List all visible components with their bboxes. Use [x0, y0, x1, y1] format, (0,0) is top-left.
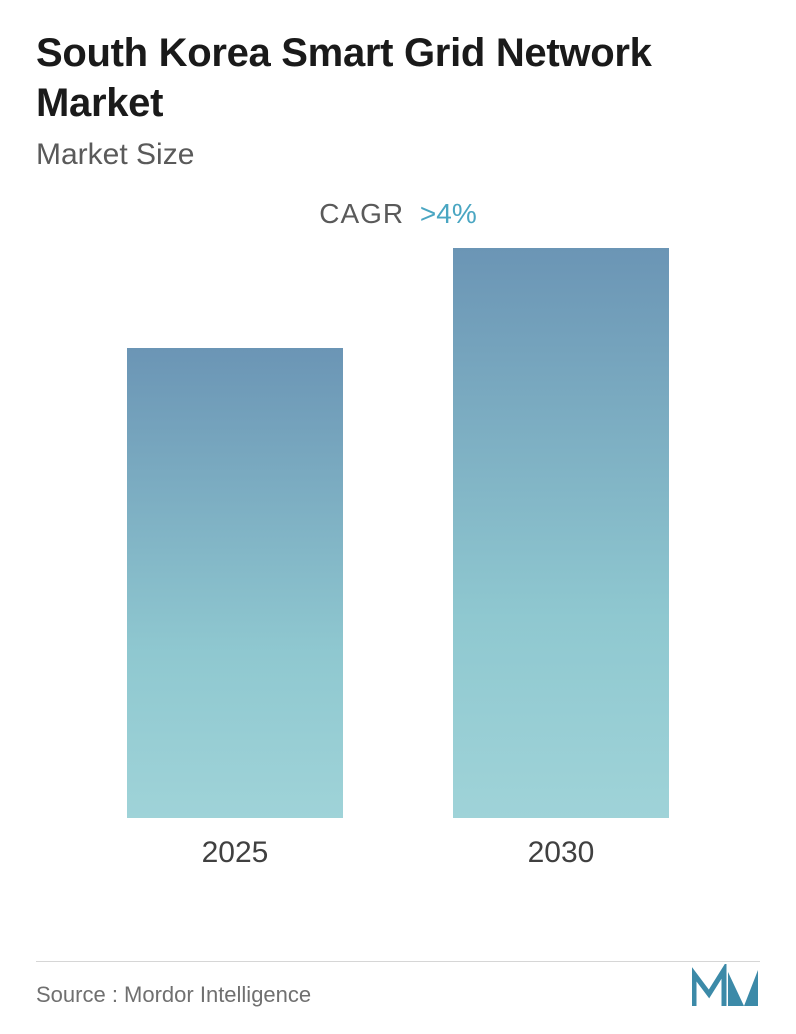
bar-2030 [453, 248, 669, 818]
cagr-value: >4% [420, 198, 477, 229]
chart-container: South Korea Smart Grid Network Market Ma… [0, 0, 796, 1034]
cagr-label: CAGR [319, 198, 404, 229]
bar-group: 2025 [127, 348, 343, 870]
chart-subtitle: Market Size [36, 138, 760, 172]
mordor-logo-icon [692, 964, 760, 1008]
footer: Source : Mordor Intelligence [36, 964, 760, 1008]
bar-group: 2030 [453, 248, 669, 870]
bar-chart: 2025 2030 [36, 290, 760, 890]
cagr-row: CAGR >4% [36, 198, 760, 230]
bar-label: 2030 [528, 836, 595, 870]
source-text: Source : Mordor Intelligence [36, 982, 311, 1008]
bars-wrapper: 2025 2030 [36, 290, 760, 870]
chart-title: South Korea Smart Grid Network Market [36, 28, 760, 128]
footer-divider [36, 961, 760, 962]
bar-2025 [127, 348, 343, 818]
bar-label: 2025 [202, 836, 269, 870]
